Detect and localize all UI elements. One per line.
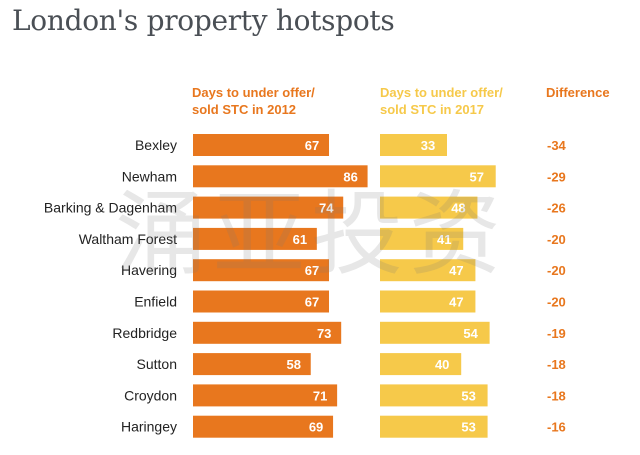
bar-2017-value: 40 bbox=[435, 357, 449, 372]
difference-value: -26 bbox=[547, 201, 566, 216]
category-label: Enfield bbox=[134, 294, 177, 310]
bar-2012 bbox=[193, 134, 330, 156]
difference-value: -20 bbox=[547, 263, 566, 278]
bar-2012 bbox=[193, 290, 330, 313]
bar-2012 bbox=[193, 384, 338, 407]
bar-2017 bbox=[380, 290, 476, 313]
bar-2017 bbox=[380, 134, 447, 156]
bar-2012 bbox=[193, 353, 311, 376]
difference-value: -18 bbox=[547, 357, 566, 372]
bar-2012-value: 58 bbox=[287, 357, 301, 372]
column-header-2012: Days to under offer/ sold STC in 2012 bbox=[192, 85, 315, 117]
bar-2012-value: 67 bbox=[305, 263, 319, 278]
bar-2017 bbox=[380, 384, 488, 407]
bar-2017 bbox=[380, 259, 476, 282]
bar-2017 bbox=[380, 321, 490, 344]
bar-2017-value: 47 bbox=[449, 263, 463, 278]
bar-2012 bbox=[193, 321, 342, 344]
bar-2012-value: 61 bbox=[293, 232, 307, 247]
category-label: Haringey bbox=[121, 419, 177, 435]
bar-2017-value: 47 bbox=[449, 295, 463, 310]
category-label: Barking & Dagenham bbox=[44, 200, 177, 216]
category-label: Newham bbox=[122, 168, 177, 184]
bar-2012-value: 69 bbox=[309, 420, 323, 435]
difference-value: -20 bbox=[547, 232, 566, 247]
difference-value: -29 bbox=[547, 169, 566, 184]
category-label: Waltham Forest bbox=[79, 231, 177, 247]
bar-2012 bbox=[193, 259, 330, 282]
bar-2012-value: 67 bbox=[305, 138, 319, 153]
bar-2012 bbox=[193, 415, 334, 438]
bar-2017 bbox=[380, 415, 488, 438]
bar-2017 bbox=[380, 227, 464, 250]
bar-2012 bbox=[193, 165, 368, 188]
bar-2012 bbox=[193, 227, 317, 250]
bar-2012 bbox=[193, 196, 344, 219]
category-label: Croydon bbox=[124, 387, 177, 403]
category-label: Sutton bbox=[137, 356, 177, 372]
difference-value: -16 bbox=[547, 420, 566, 435]
bar-2017-value: 57 bbox=[469, 169, 483, 184]
chart-title: London's property hotspots bbox=[12, 4, 395, 37]
category-label: Redbridge bbox=[112, 325, 177, 341]
bar-2017-value: 53 bbox=[461, 420, 475, 435]
category-label: Havering bbox=[121, 262, 177, 278]
bar-2017 bbox=[380, 165, 496, 188]
bar-2017 bbox=[380, 196, 478, 219]
column-header-difference: Difference bbox=[546, 85, 610, 100]
bar-2012-value: 73 bbox=[317, 326, 331, 341]
difference-value: -19 bbox=[547, 326, 566, 341]
bar-2017-value: 48 bbox=[451, 201, 465, 216]
bar-2017 bbox=[380, 353, 462, 376]
column-header-2017: Days to under offer/ sold STC in 2017 bbox=[380, 85, 503, 117]
category-label: Bexley bbox=[135, 137, 177, 153]
difference-value: -18 bbox=[547, 388, 566, 403]
difference-value: -20 bbox=[547, 295, 566, 310]
bar-2017-value: 41 bbox=[437, 232, 451, 247]
difference-value: -34 bbox=[547, 138, 567, 153]
bar-2012-value: 86 bbox=[343, 169, 357, 184]
bar-2012-value: 71 bbox=[313, 388, 327, 403]
bar-2017-value: 54 bbox=[463, 326, 478, 341]
bar-2012-value: 74 bbox=[319, 201, 334, 216]
bar-2012-value: 67 bbox=[305, 295, 319, 310]
bar-2017-value: 53 bbox=[461, 388, 475, 403]
bar-2017-value: 33 bbox=[421, 138, 435, 153]
